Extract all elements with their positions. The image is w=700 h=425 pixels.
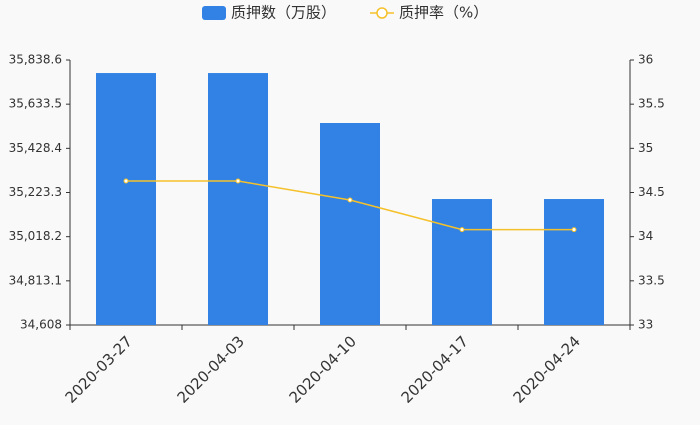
line-point xyxy=(571,227,577,233)
x-tick-label: 2020-04-24 xyxy=(510,332,584,406)
y2-tick-label: 35.5 xyxy=(638,97,665,111)
y2-tick-label: 34 xyxy=(638,229,653,243)
bar xyxy=(208,73,268,325)
line-point xyxy=(347,197,353,203)
legend-label: 质押数（万股） xyxy=(231,4,336,22)
bar xyxy=(96,73,156,325)
x-tick-label: 2020-04-10 xyxy=(286,332,360,406)
bar xyxy=(432,199,492,325)
legend-marker xyxy=(376,7,388,19)
y2-tick-label: 33 xyxy=(638,318,653,332)
x-tick-label: 2020-04-17 xyxy=(398,332,472,406)
x-tick-label: 2020-04-03 xyxy=(174,332,248,406)
legend-label: 质押率（%） xyxy=(399,4,488,22)
y2-tick-label: 33.5 xyxy=(638,273,665,287)
y-tick-label: 34,608 xyxy=(20,318,62,332)
y-tick-label: 35,428.4 xyxy=(9,141,62,155)
bar xyxy=(320,123,380,326)
line-point xyxy=(123,178,129,184)
line-point xyxy=(235,178,241,184)
y-tick-label: 35,633.5 xyxy=(9,97,62,111)
y2-tick-label: 35 xyxy=(638,141,653,155)
bar xyxy=(544,199,604,325)
x-tick-label: 2020-03-27 xyxy=(62,332,136,406)
y-tick-label: 34,813.1 xyxy=(9,273,62,287)
y-tick-label: 35,838.6 xyxy=(9,53,62,67)
y-tick-label: 35,018.2 xyxy=(9,229,62,243)
line-point xyxy=(459,227,465,233)
y-tick-label: 35,223.3 xyxy=(9,185,62,199)
y2-tick-label: 34.5 xyxy=(638,185,665,199)
legend-swatch xyxy=(202,6,226,20)
y2-tick-label: 36 xyxy=(638,53,653,67)
